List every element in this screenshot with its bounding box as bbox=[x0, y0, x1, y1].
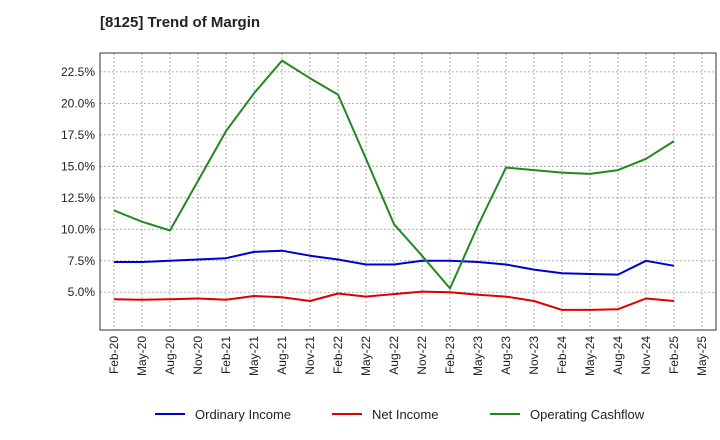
x-tick-label: May-24 bbox=[583, 336, 597, 376]
y-tick-label: 22.5% bbox=[61, 65, 95, 79]
y-tick-label: 17.5% bbox=[61, 128, 95, 142]
y-axis-ticks: 5.0% 7.5% 10.0% 12.5% 15.0% 17.5% 20.0% 22.5% bbox=[61, 65, 95, 299]
x-tick-label: May-22 bbox=[359, 336, 373, 376]
x-tick-label: Aug-23 bbox=[499, 336, 513, 375]
x-tick-label: Aug-24 bbox=[611, 336, 625, 375]
legend-label: Ordinary Income bbox=[195, 407, 291, 422]
grid-layer bbox=[100, 53, 716, 330]
legend: Ordinary Income Net Income Operating Cashf… bbox=[155, 407, 645, 422]
series-line-net-income bbox=[113, 290, 675, 311]
series-line-operating-cashflow bbox=[113, 59, 675, 290]
x-tick-label: Feb-23 bbox=[443, 336, 457, 374]
x-tick-label: Feb-20 bbox=[107, 336, 121, 374]
y-tick-label: 10.0% bbox=[61, 222, 95, 236]
chart-title: [8125] Trend of Margin bbox=[100, 14, 261, 31]
legend-label: Operating Cashflow bbox=[530, 407, 645, 422]
x-tick-label: Feb-25 bbox=[667, 336, 681, 374]
x-tick-label: Nov-22 bbox=[415, 336, 429, 375]
x-tick-label: May-20 bbox=[135, 336, 149, 376]
plot-frame bbox=[99, 52, 717, 331]
y-tick-label: 20.0% bbox=[61, 96, 95, 110]
x-tick-label: Aug-21 bbox=[275, 336, 289, 375]
legend-label: Net Income bbox=[372, 407, 438, 422]
series-layer bbox=[113, 59, 675, 311]
series-line-ordinary-income bbox=[114, 249, 675, 276]
x-axis-ticks: Feb-20 May-20 Aug-20 Nov-20 Feb-21 May-21 Aug-… bbox=[107, 336, 709, 376]
y-tick-label: 15.0% bbox=[61, 159, 95, 173]
x-tick-label: Aug-22 bbox=[387, 336, 401, 375]
x-tick-label: Feb-24 bbox=[555, 336, 569, 374]
x-tick-label: Nov-20 bbox=[191, 336, 205, 375]
y-tick-label: 5.0% bbox=[68, 285, 96, 299]
x-tick-label: Nov-23 bbox=[527, 336, 541, 375]
x-tick-label: Feb-21 bbox=[219, 336, 233, 374]
y-tick-label: 7.5% bbox=[68, 254, 96, 268]
x-tick-label: May-25 bbox=[695, 336, 709, 376]
y-tick-label: 12.5% bbox=[61, 191, 95, 205]
x-tick-label: May-23 bbox=[471, 336, 485, 376]
x-tick-label: Aug-20 bbox=[163, 336, 177, 375]
x-tick-label: Nov-24 bbox=[639, 336, 653, 375]
x-tick-label: Feb-22 bbox=[331, 336, 345, 374]
x-tick-label: Nov-21 bbox=[303, 336, 317, 375]
x-tick-label: May-21 bbox=[247, 336, 261, 376]
